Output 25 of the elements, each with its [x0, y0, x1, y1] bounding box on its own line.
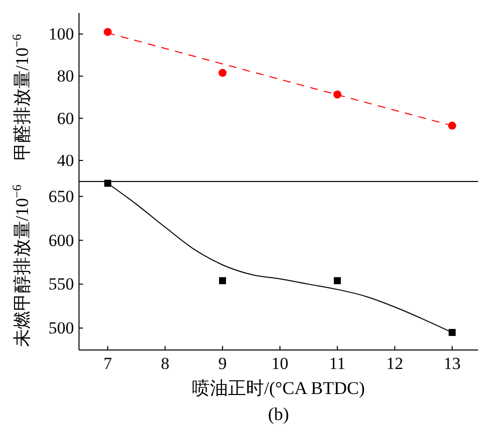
x-tick-label: 11 [329, 354, 346, 373]
point [333, 90, 342, 99]
point [334, 277, 341, 284]
x-axis-title: 喷油正时/(°CA BTDC) [192, 378, 365, 398]
y-tick-label: 40 [57, 150, 74, 170]
x-tick-label: 12 [386, 354, 404, 373]
y-tick-label: 60 [57, 108, 74, 128]
y-tick-label: 650 [48, 186, 74, 206]
point [219, 277, 226, 284]
x-tick-label: 8 [160, 354, 170, 373]
x-tick-label: 9 [218, 354, 227, 373]
y-tick-label: 500 [48, 318, 74, 338]
x-tick-label: 7 [103, 354, 112, 373]
text: (b) [268, 404, 289, 424]
x-tick-label: 13 [444, 354, 461, 373]
y-tick-label: 550 [48, 274, 74, 294]
point [104, 180, 112, 187]
x-tick-label: 10 [271, 354, 288, 373]
point [448, 328, 456, 336]
point [104, 28, 112, 36]
point [218, 68, 227, 77]
y-tick-label: 600 [48, 230, 74, 250]
y-tick-label: 100 [48, 24, 74, 44]
y-tick-label: 80 [57, 66, 74, 86]
point [448, 122, 456, 130]
